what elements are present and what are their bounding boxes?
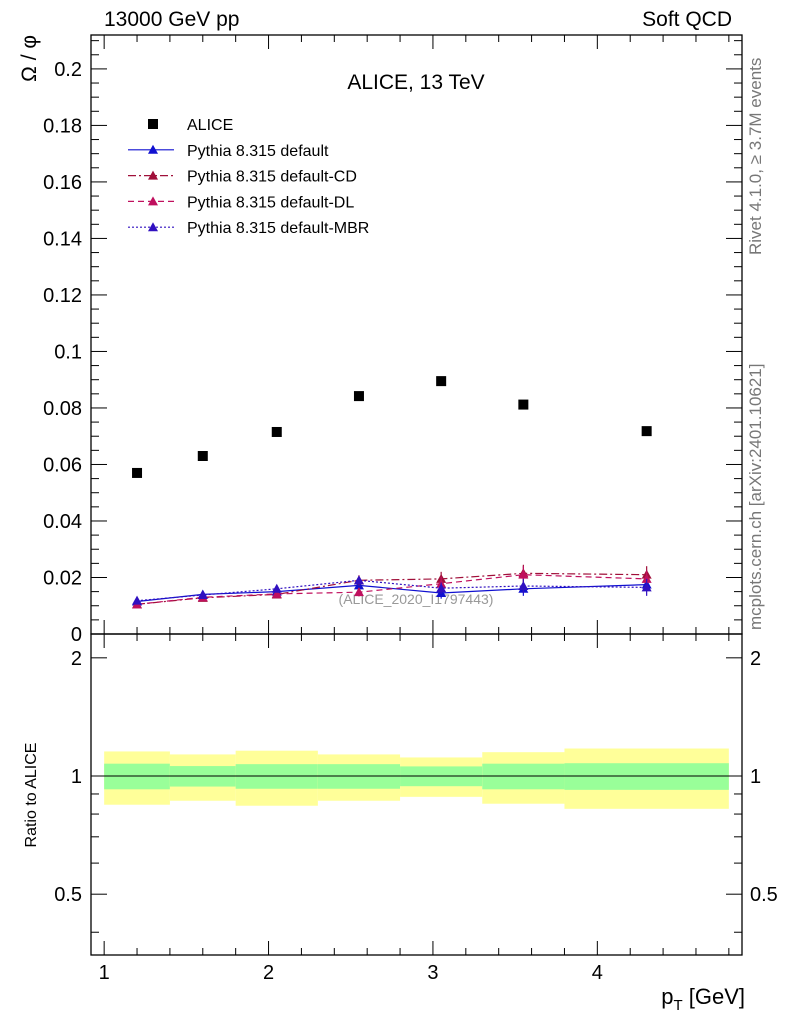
legend-label-3: Pythia 8.315 default-DL	[187, 194, 354, 211]
y-tick-label: 0.06	[43, 454, 82, 476]
series-marker-3	[641, 573, 652, 583]
series-marker-4	[271, 583, 282, 593]
data-point	[353, 391, 364, 402]
legend-label-0: ALICE	[187, 117, 233, 134]
header-right: Soft QCD	[642, 8, 732, 31]
ratio-tick-label-right: 0.5	[750, 884, 778, 906]
ratio-band-inner	[564, 763, 729, 790]
legend-marker-2	[148, 170, 158, 180]
ratio-axis-label: Ratio to ALICE	[23, 743, 40, 848]
series-marker-3	[518, 569, 529, 579]
series-marker-3	[353, 587, 364, 597]
series-marker-4	[353, 575, 364, 585]
series-marker-4	[641, 582, 652, 592]
y-tick-label: 0.16	[43, 172, 82, 194]
legend-label-4: Pythia 8.315 default-MBR	[187, 220, 369, 237]
x-tick-label: 4	[592, 962, 603, 984]
x-tick-label: 2	[263, 962, 274, 984]
legend-marker-data	[148, 119, 158, 129]
y-tick-label: 0.04	[43, 511, 82, 533]
y-tick-label: 0.2	[54, 59, 82, 81]
legend-label-2: Pythia 8.315 default-CD	[187, 169, 357, 186]
chart-title: ALICE, 13 TeV	[347, 71, 484, 94]
legend-label-1: Pythia 8.315 default	[187, 143, 329, 160]
series-marker-4	[518, 580, 529, 590]
header-left: 13000 GeV pp	[104, 8, 240, 31]
ratio-tick-label-right: 2	[750, 648, 761, 670]
analysis-id: (ALICE_2020_I1797443)	[339, 591, 494, 607]
ratio-tick-label-right: 1	[750, 766, 761, 788]
data-point	[518, 399, 529, 410]
series-marker-3	[271, 588, 282, 598]
ratio-tick-label-left: 0.5	[54, 884, 82, 906]
data-point	[436, 376, 447, 387]
y-tick-label: 0	[71, 624, 82, 646]
data-point	[132, 467, 143, 478]
x-tick-label: 1	[99, 962, 110, 984]
y-tick-label: 0.14	[43, 228, 82, 250]
ratio-tick-label-left: 1	[71, 766, 82, 788]
data-point	[641, 426, 652, 437]
data-point	[271, 426, 282, 437]
data-point	[197, 450, 208, 461]
ratio-plot-frame	[90, 633, 743, 956]
x-tick-label: 3	[427, 962, 438, 984]
x-axis-label: pT [GeV]	[661, 984, 745, 1014]
y-tick-label: 0.02	[43, 567, 82, 589]
y-tick-label: 0.12	[43, 285, 82, 307]
y-tick-label: 0.18	[43, 115, 82, 137]
y-axis-label: Ω / φ	[18, 35, 41, 82]
y-tick-label: 0.08	[43, 398, 82, 420]
legend-marker-4	[148, 222, 158, 232]
legend-marker-1	[148, 144, 158, 154]
y-tick-label: 0.1	[54, 341, 82, 363]
legend-marker-3	[148, 196, 158, 206]
series-marker-4	[436, 583, 447, 593]
series-marker-4	[132, 595, 143, 605]
series-marker-4	[197, 590, 208, 600]
ratio-tick-label-left: 2	[71, 648, 82, 670]
